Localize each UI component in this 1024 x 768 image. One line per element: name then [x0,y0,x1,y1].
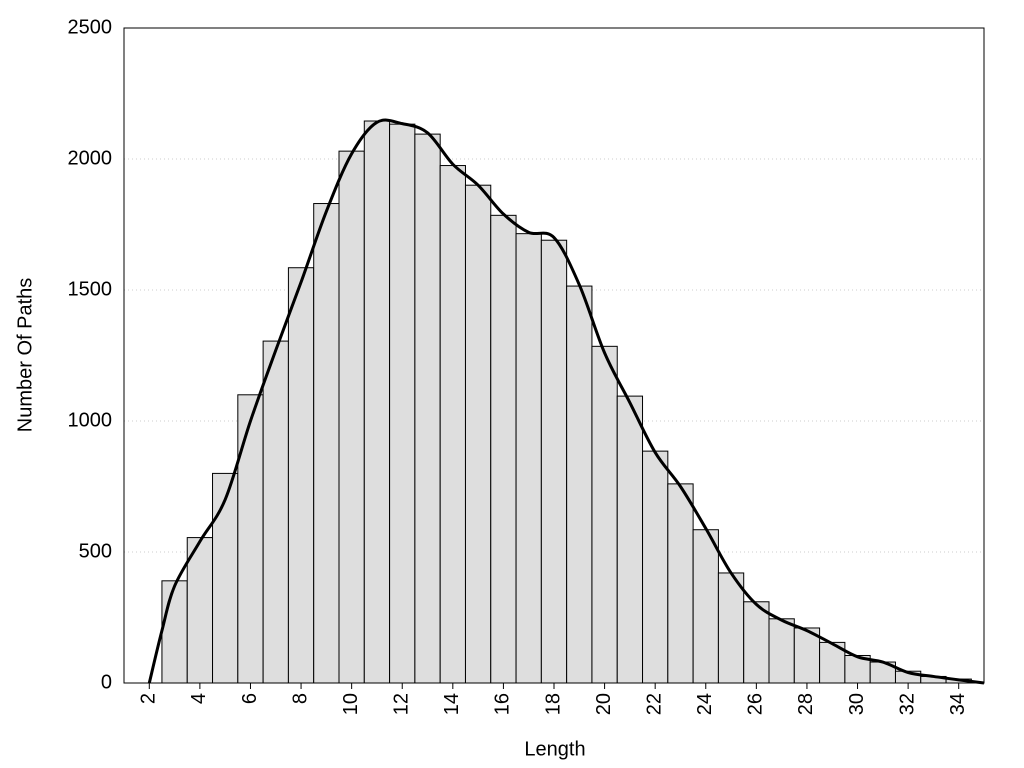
x-tick-label: 24 [694,693,716,715]
x-tick-label: 14 [441,693,463,715]
bar [464,184,492,684]
bar [186,537,214,684]
y-tick-label: 1000 [68,409,113,431]
x-tick-label: 26 [745,693,767,715]
y-axis-label: Number Of Paths [14,278,36,433]
x-tick-label: 18 [542,693,564,715]
bar [743,601,770,684]
y-tick-label: 2000 [68,147,113,169]
x-tick-label: 6 [239,693,261,704]
bar [287,267,315,684]
x-tick-label: 16 [492,693,514,715]
x-tick-label: 34 [947,693,969,715]
y-tick-label: 1500 [68,278,113,300]
y-tick-label: 0 [101,671,112,693]
x-axis-label: Length [524,738,585,760]
bar [212,472,239,684]
bar [161,580,188,684]
x-tick-label: 8 [289,693,311,704]
bar [566,285,593,684]
bar [540,239,568,684]
bar [363,120,391,684]
bar [616,395,644,684]
density-curve [147,118,985,685]
x-tick-label: 28 [795,693,817,715]
bar [692,529,719,684]
bar [389,123,416,684]
bar [439,165,466,684]
bar [768,618,795,684]
x-tick-label: 12 [391,693,413,715]
bar [313,203,340,684]
bar [515,233,542,684]
bar [490,214,517,684]
plot-frame [123,27,985,684]
bar [642,450,669,684]
x-tick-label: 20 [593,693,615,715]
bar [717,572,745,684]
x-tick-label: 32 [896,693,918,715]
bar [237,394,264,684]
y-tick-label: 2500 [68,16,113,38]
x-tick-label: 30 [846,693,868,715]
x-tick-label: 2 [138,693,160,704]
bar [667,483,694,684]
x-tick-label: 4 [188,693,210,704]
y-tick-label: 500 [79,540,112,562]
bar [414,133,441,684]
bar [338,150,365,684]
bar [591,345,618,684]
bar [262,340,289,684]
x-tick-label: 10 [340,693,362,715]
x-tick-label: 22 [643,693,665,715]
